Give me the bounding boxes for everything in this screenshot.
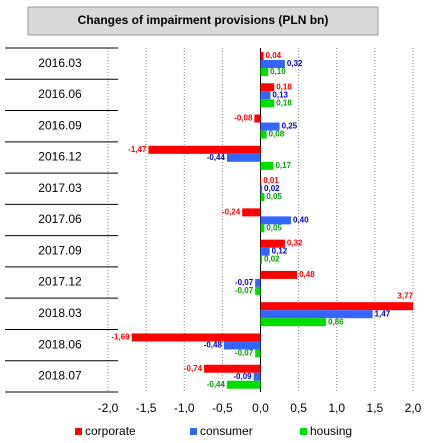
x-tick-label: -1,0: [174, 401, 195, 415]
bar: [261, 131, 267, 139]
x-tick-label: 1,5: [367, 401, 384, 415]
bar: [254, 115, 260, 123]
legend-swatch: [75, 428, 82, 435]
legend-swatch: [300, 428, 307, 435]
y-tick-label: 2016.03: [38, 56, 82, 70]
bar: [261, 99, 275, 107]
value-label: -0,07: [235, 349, 254, 358]
y-tick-label: 2016.12: [38, 150, 82, 164]
value-label: -1,47: [128, 145, 147, 154]
value-label: -0,44: [207, 153, 226, 162]
bar: [204, 365, 260, 373]
x-tick-label: 0,5: [290, 401, 307, 415]
value-label: -0,08: [234, 114, 253, 123]
bar: [255, 279, 260, 287]
bar: [148, 146, 260, 154]
y-tick-label: 2017.12: [38, 275, 82, 289]
bar: [261, 52, 264, 60]
bar: [227, 381, 261, 389]
bar: [132, 333, 261, 341]
bar: [254, 373, 261, 381]
legend-label: consumer: [200, 424, 253, 438]
y-tick-label: 2016.06: [38, 87, 82, 101]
legend-label: corporate: [85, 424, 136, 438]
bar: [261, 256, 263, 264]
bar: [261, 318, 327, 326]
value-label: -0,07: [235, 286, 254, 295]
value-label: 3,77: [397, 291, 413, 300]
value-label: 0,86: [328, 317, 344, 326]
value-label: 0,17: [275, 161, 291, 170]
value-label: -0,09: [233, 372, 252, 381]
bar: [255, 349, 260, 357]
bar: [261, 310, 373, 318]
y-tick-label: 2018.07: [38, 369, 82, 383]
bar: [261, 91, 271, 99]
bar: [242, 208, 260, 216]
bar: [255, 287, 260, 295]
x-tick-label: 0,0: [252, 401, 269, 415]
bar: [261, 271, 298, 279]
x-tick-label: -2,0: [98, 401, 119, 415]
bar: [261, 68, 269, 76]
bar: [261, 185, 263, 193]
x-tick-label: -0,5: [212, 401, 233, 415]
bar: [227, 154, 261, 162]
value-label: 0,02: [264, 255, 280, 264]
y-tick-label: 2016.09: [38, 118, 82, 132]
value-label: 1,47: [375, 309, 391, 318]
x-tick-label: 1,0: [328, 401, 345, 415]
value-label: 0,48: [299, 270, 315, 279]
bar: [261, 302, 425, 310]
value-label: 0,04: [266, 51, 282, 60]
y-tick-label: 2018.06: [38, 337, 82, 351]
value-label: 0,32: [287, 59, 303, 68]
value-label: -1,69: [111, 333, 130, 342]
value-label: 0,18: [276, 98, 292, 107]
bar: [261, 177, 262, 185]
bar: [261, 224, 265, 232]
x-tick-label: 2,0: [405, 401, 422, 415]
chart-title: Changes of impairment provisions (PLN bn…: [78, 13, 329, 27]
legend-label: housing: [310, 424, 352, 438]
value-label: 0,32: [287, 239, 303, 248]
value-label: 0,05: [266, 223, 282, 232]
bar: [261, 162, 274, 170]
value-label: 0,10: [270, 67, 286, 76]
x-tick-label: -1,5: [136, 401, 157, 415]
y-tick-label: 2018.03: [38, 306, 82, 320]
y-tick-label: 2017.09: [38, 243, 82, 257]
y-tick-label: 2017.03: [38, 181, 82, 195]
value-label: -0,74: [184, 364, 203, 373]
value-label: -0,48: [204, 341, 223, 350]
value-label: -0,24: [222, 207, 241, 216]
value-label: 0,40: [293, 215, 309, 224]
bar: [261, 193, 265, 201]
value-label: 0,08: [269, 130, 285, 139]
value-label: -0,44: [207, 380, 226, 389]
legend-swatch: [190, 428, 197, 435]
y-tick-label: 2017.06: [38, 212, 82, 226]
value-label: 0,05: [266, 192, 282, 201]
